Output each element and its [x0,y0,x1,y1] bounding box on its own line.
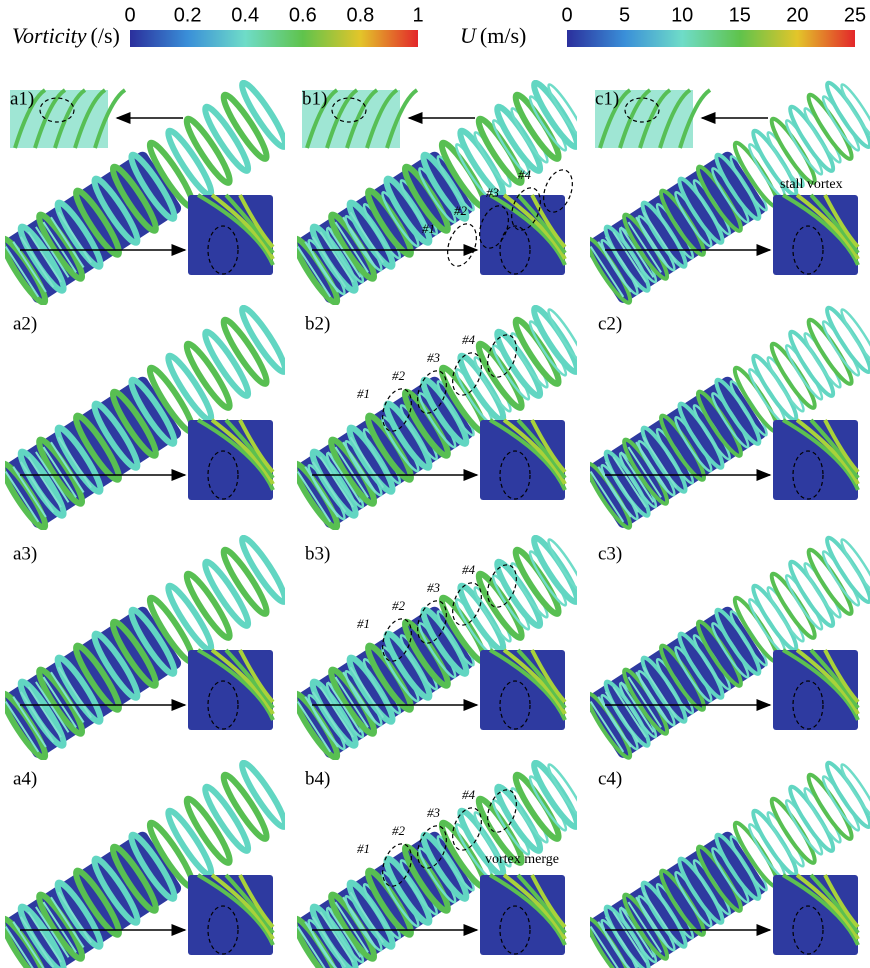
panel: b3) #1 #2 #3 #4 [288,529,589,762]
vortex-tag: #4 [462,562,476,577]
panel-label: b4) [305,768,330,789]
panel-label: a1) [10,88,34,109]
panel-label: a2) [13,313,37,334]
vortex-tag: #2 [392,368,406,383]
panel: c4) [581,754,870,968]
panel: b1) #1 #2 #3 #4 [288,74,589,307]
panel: c3) [581,529,870,762]
vortex-ring [782,118,825,177]
vortex-tag: #4 [462,332,476,347]
unit: (/s) [91,23,120,48]
panel-label: c4) [598,768,622,789]
vortex-ring [801,106,844,165]
vortex-tag: #2 [392,598,406,613]
colorbar-tick: 0 [561,4,572,26]
panel: a3) [0,534,290,762]
panel-label: a4) [13,768,37,789]
panel-label: b3) [305,543,330,564]
colorbar-label: Vorticity(/s) [12,23,120,48]
vortex-ring [801,561,844,620]
colorbar-tick: 25 [844,4,866,26]
colorbars: Vorticity(/s)00.20.40.60.81U(m/s)0510152… [12,4,866,48]
colorbar [130,30,418,47]
colorbar-tick: 15 [729,4,751,26]
vortex-tag: #1 [357,386,370,401]
panel: b4) #1 #2 #3 #4 vortex merge [288,754,589,968]
panel-label: b2) [305,313,330,334]
vortex-ring [801,331,844,390]
vortex-tag: #3 [486,185,500,200]
colorbar-tick: 0.8 [346,4,374,26]
panel: b2) #1 #2 #3 #4 [288,299,589,532]
annotation: vortex merge [485,852,559,867]
vortex-tag: #3 [427,580,441,595]
vortex-tag: #4 [462,787,476,802]
panel-label: c3) [598,543,622,564]
colorbar-tick: 1 [412,4,423,26]
vortex-ring [782,573,825,632]
panel-label: a3) [13,543,37,564]
panel: a4) [0,759,290,968]
symbol: U [460,23,478,48]
panel: a2) [0,304,290,532]
vortex-ring [819,94,862,153]
vortex-tag: #2 [392,823,406,838]
panel-label: b1) [302,88,327,109]
vortex-tag: #2 [454,203,468,218]
panel: c2) [581,299,870,532]
vortex-tag: #3 [427,805,441,820]
vortex-ring [764,585,807,644]
vortex-ring [764,355,807,414]
panels: a1) b1) #1 #2 #3 #4 c1) stall vortex a2) b2) #1 #2 #… [0,74,870,968]
vortex-ring [819,549,862,608]
vortex-ring [764,810,807,869]
vortex-ring [782,343,825,402]
colorbar [567,30,855,47]
unit: (m/s) [480,23,526,48]
colorbar-tick: 0 [124,4,135,26]
colorbar-tick: 10 [671,4,693,26]
panel-label: c2) [598,313,622,334]
colorbar-tick: 0.4 [231,4,259,26]
vortex-ring [819,319,862,378]
vortex-tag: #3 [427,350,441,365]
vortex-tag: #4 [518,167,532,182]
symbol: Vorticity [12,23,87,48]
panel: c1) stall vortex [581,74,870,307]
figure: Vorticity(/s)00.20.40.60.81U(m/s)0510152… [0,0,870,968]
vortex-tag: #1 [422,221,435,236]
colorbar-label: U(m/s) [460,23,526,48]
panel: a1) [0,79,290,307]
vortex-tag: #1 [357,616,370,631]
colorbar-tick: 20 [786,4,808,26]
vortex-ring [782,798,825,857]
colorbar-tick: 5 [619,4,630,26]
panel-label: c1) [595,88,619,109]
annotation: stall vortex [780,177,843,192]
vortex-ring [801,786,844,845]
vortex-ring [819,774,862,833]
colorbar-tick: 0.6 [289,4,317,26]
colorbar-tick: 0.2 [174,4,202,26]
vortex-tag: #1 [357,841,370,856]
